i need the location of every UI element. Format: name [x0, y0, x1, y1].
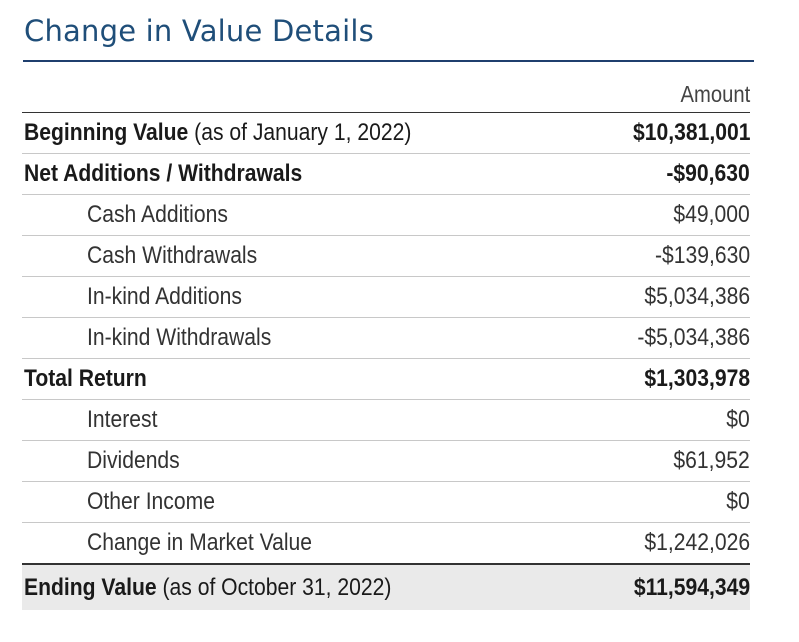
row-value: $1,242,026 — [644, 529, 750, 556]
table-row-net-additions-withdrawals: Net Additions / Withdrawals -$90,630 — [22, 154, 750, 195]
row-value: $5,034,386 — [644, 283, 750, 310]
row-label: In-kind Withdrawals — [87, 324, 272, 351]
row-value: -$139,630 — [654, 242, 750, 269]
row-value: $10,381,001 — [632, 119, 750, 146]
row-label-main: Ending Value — [24, 573, 157, 601]
table-row-ending-value: Ending Value (as of October 31, 2022) $1… — [22, 563, 750, 610]
row-label: Net Additions / Withdrawals — [24, 160, 302, 188]
table-row-beginning-value: Beginning Value (as of January 1, 2022) … — [22, 113, 750, 154]
row-label: Interest — [87, 406, 158, 433]
table-row-in-kind-additions: In-kind Additions $5,034,386 — [22, 277, 750, 318]
section-title: Change in Value Details — [24, 14, 374, 48]
table-header-row: Amount — [22, 76, 750, 113]
row-value: $0 — [726, 488, 750, 515]
row-value: $11,594,349 — [633, 573, 750, 601]
row-label: In-kind Additions — [87, 283, 242, 310]
row-value: $0 — [726, 406, 750, 433]
table-row-in-kind-withdrawals: In-kind Withdrawals -$5,034,386 — [22, 318, 750, 359]
table-row-change-in-market-value: Change in Market Value $1,242,026 — [22, 523, 750, 563]
row-value: $49,000 — [673, 201, 750, 228]
amount-column-header: Amount — [680, 81, 750, 107]
row-label: Dividends — [87, 447, 180, 474]
row-label-main: Total Return — [24, 365, 147, 392]
table-row-other-income: Other Income $0 — [22, 482, 750, 523]
change-in-value-table: Amount Beginning Value (as of January 1,… — [22, 76, 750, 610]
row-label: Cash Additions — [87, 201, 228, 228]
row-label: Cash Withdrawals — [87, 242, 258, 269]
row-label: Beginning Value (as of January 1, 2022) — [24, 119, 411, 147]
table-row-dividends: Dividends $61,952 — [22, 441, 750, 482]
table-row-total-return: Total Return $1,303,978 — [22, 359, 750, 400]
row-label-note: (as of October 31, 2022) — [156, 573, 392, 601]
row-value: $1,303,978 — [644, 365, 750, 392]
row-value: -$90,630 — [666, 160, 750, 187]
row-label: Ending Value (as of October 31, 2022) — [24, 574, 391, 602]
row-value: -$5,034,386 — [637, 324, 750, 351]
title-divider — [23, 60, 754, 62]
row-label-main: Beginning Value — [24, 119, 189, 146]
row-label: Other Income — [87, 488, 215, 515]
table-row-interest: Interest $0 — [22, 400, 750, 441]
row-label-note: (as of January 1, 2022) — [188, 119, 412, 146]
table-row-cash-additions: Cash Additions $49,000 — [22, 195, 750, 236]
row-label: Total Return — [24, 365, 147, 393]
row-label: Change in Market Value — [87, 529, 313, 556]
table-row-cash-withdrawals: Cash Withdrawals -$139,630 — [22, 236, 750, 277]
row-value: $61,952 — [673, 447, 750, 474]
row-label-main: Net Additions / Withdrawals — [24, 160, 303, 187]
